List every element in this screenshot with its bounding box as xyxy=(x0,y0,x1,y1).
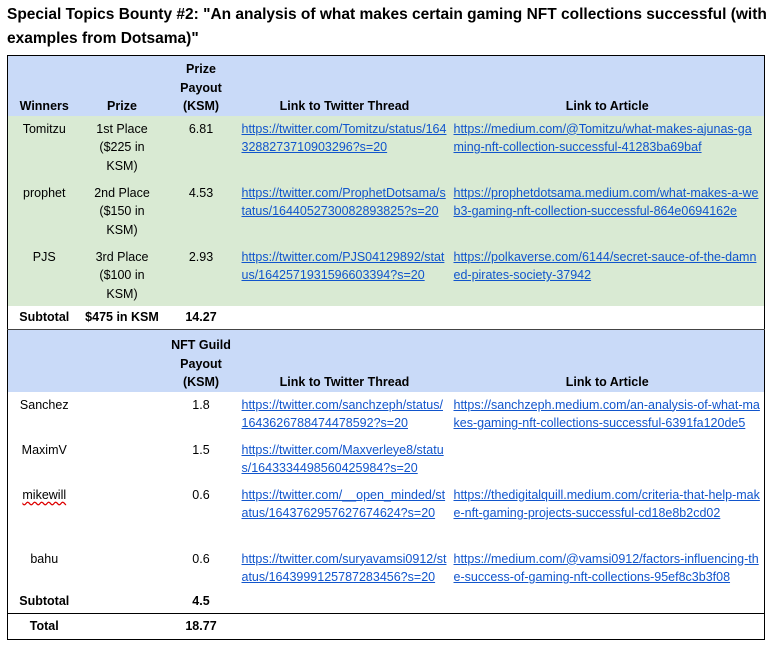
prize-place: 3rd Place ($100 in KSM) xyxy=(80,243,164,306)
member-name: Sanchez xyxy=(19,397,69,412)
table-row: PJS 3rd Place ($100 in KSM) 2.93 https:/… xyxy=(7,243,765,306)
header-article: Link to Article xyxy=(450,329,765,392)
table-row: Tomitzu 1st Place ($225 in KSM) 6.81 htt… xyxy=(7,115,765,180)
article-link-text[interactable]: https://medium.com/@vamsi0912/factors-in… xyxy=(453,551,759,585)
guild-subtotal-row: Subtotal 4.5 xyxy=(8,590,765,614)
empty-cell xyxy=(81,437,164,482)
header-twitter: Link to Twitter Thread xyxy=(238,329,451,392)
member-name: bahu xyxy=(30,551,59,566)
empty-cell xyxy=(451,590,765,614)
twitter-link[interactable]: https://twitter.com/suryavamsi0912/statu… xyxy=(239,546,451,590)
prize-payout: 4.53 xyxy=(163,179,239,244)
empty-cell xyxy=(81,392,164,437)
twitter-link[interactable]: https://twitter.com/ProphetDotsama/statu… xyxy=(238,179,451,244)
subtotal-label: Subtotal xyxy=(19,594,70,608)
article-link[interactable]: https://prophetdotsama.medium.com/what-m… xyxy=(450,179,765,244)
table-row: bahu 0.6 https://twitter.com/suryavamsi0… xyxy=(8,546,765,590)
member-name-text: mikewill xyxy=(22,487,67,502)
header-winners: Winners xyxy=(7,55,81,116)
twitter-link-text[interactable]: https://twitter.com/ProphetDotsama/statu… xyxy=(241,185,446,219)
header-prize-payout: Prize Payout (KSM) xyxy=(163,55,239,116)
empty-cell xyxy=(239,590,451,614)
prize-payout: 2.93 xyxy=(163,243,239,306)
winner-name: PJS xyxy=(7,243,81,306)
table-row: mikewill 0.6 https://twitter.com/__open_… xyxy=(8,482,765,546)
guild-payout: 1.8 xyxy=(192,397,210,412)
guild-payout: 0.6 xyxy=(192,487,210,502)
guild-header-row: NFT Guild Payout (KSM) Link to Twitter T… xyxy=(7,329,765,392)
twitter-link-text[interactable]: https://twitter.com/__open_minded/status… xyxy=(241,487,446,521)
subtotal-payout: 14.27 xyxy=(185,310,217,324)
winner-name: Tomitzu xyxy=(7,115,81,180)
empty-cell xyxy=(450,613,765,640)
article-link[interactable]: https://medium.com/@Tomitzu/what-makes-a… xyxy=(450,115,765,180)
member-name: mikewill xyxy=(8,482,81,546)
table-row: prophet 2nd Place ($150 in KSM) 4.53 htt… xyxy=(7,179,765,244)
twitter-link-text[interactable]: https://twitter.com/Tomitzu/status/16432… xyxy=(241,121,447,155)
empty-cell xyxy=(7,329,81,392)
subtotal-label: Subtotal xyxy=(19,310,70,324)
subtotal-prize: $475 in KSM xyxy=(85,310,159,324)
empty-cell xyxy=(238,613,451,640)
prize-place: 2nd Place ($150 in KSM) xyxy=(80,179,164,244)
article-link[interactable] xyxy=(451,437,765,482)
guild-payout: 1.5 xyxy=(192,442,210,457)
table-row: MaximV 1.5 https://twitter.com/Maxverley… xyxy=(8,437,765,482)
winner-name: prophet xyxy=(7,179,81,244)
member-name: MaximV xyxy=(21,442,67,457)
twitter-link[interactable]: https://twitter.com/Tomitzu/status/16432… xyxy=(238,115,451,180)
header-article: Link to Article xyxy=(450,55,765,116)
article-link[interactable]: https://sanchzeph.medium.com/an-analysis… xyxy=(451,392,765,437)
subtotal-payout: 4.5 xyxy=(192,594,210,608)
article-link[interactable]: https://polkaverse.com/6144/secret-sauce… xyxy=(450,243,765,306)
article-link[interactable]: https://medium.com/@vamsi0912/factors-in… xyxy=(451,546,765,590)
article-link-text[interactable]: https://medium.com/@Tomitzu/what-makes-a… xyxy=(453,121,752,155)
empty-cell xyxy=(81,482,164,546)
total-value: 18.77 xyxy=(163,613,239,640)
empty-cell xyxy=(80,613,164,640)
empty-cell xyxy=(81,546,164,590)
article-link-text[interactable]: https://prophetdotsama.medium.com/what-m… xyxy=(453,185,759,219)
empty-cell xyxy=(81,590,164,614)
table-row: Sanchez 1.8 https://twitter.com/sanchzep… xyxy=(8,392,765,437)
total-label: Total xyxy=(7,613,81,640)
twitter-link-text[interactable]: https://twitter.com/suryavamsi0912/statu… xyxy=(241,551,447,585)
prize-subtotal-row: Subtotal $475 in KSM 14.27 xyxy=(8,306,765,330)
header-prize: Prize xyxy=(80,55,164,116)
guild-payout: 0.6 xyxy=(192,551,210,566)
total-row: Total 18.77 xyxy=(7,613,765,640)
article-link[interactable]: https://thedigitalquill.medium.com/crite… xyxy=(451,482,765,546)
empty-cell xyxy=(80,329,164,392)
twitter-link-text[interactable]: https://twitter.com/PJS04129892/status/1… xyxy=(241,249,445,283)
empty-cell xyxy=(451,306,765,330)
twitter-link[interactable]: https://twitter.com/__open_minded/status… xyxy=(239,482,451,546)
twitter-link-text[interactable]: https://twitter.com/sanchzeph/status/164… xyxy=(241,397,443,431)
bounty-table: Winners Prize Prize Payout (KSM) Link to… xyxy=(7,55,765,640)
twitter-link[interactable]: https://twitter.com/sanchzeph/status/164… xyxy=(239,392,451,437)
page-title: Special Topics Bounty #2: "An analysis o… xyxy=(7,6,767,47)
empty-cell xyxy=(239,306,451,330)
prize-header-row: Winners Prize Prize Payout (KSM) Link to… xyxy=(7,55,765,116)
twitter-link[interactable]: https://twitter.com/PJS04129892/status/1… xyxy=(238,243,451,306)
header-twitter: Link to Twitter Thread xyxy=(238,55,451,116)
header-guild-payout: NFT Guild Payout (KSM) xyxy=(163,329,239,392)
twitter-link[interactable]: https://twitter.com/Maxverleye8/status/1… xyxy=(239,437,451,482)
article-link-text[interactable]: https://sanchzeph.medium.com/an-analysis… xyxy=(453,397,760,431)
twitter-link-text[interactable]: https://twitter.com/Maxverleye8/status/1… xyxy=(241,442,444,476)
article-link-text[interactable]: https://polkaverse.com/6144/secret-sauce… xyxy=(453,249,757,283)
article-link-text[interactable]: https://thedigitalquill.medium.com/crite… xyxy=(453,487,760,521)
prize-place: 1st Place ($225 in KSM) xyxy=(80,115,164,180)
prize-payout: 6.81 xyxy=(163,115,239,180)
